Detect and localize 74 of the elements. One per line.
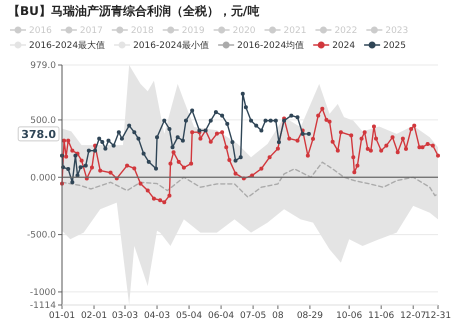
point [296,115,300,120]
point [220,114,224,118]
point [132,130,136,134]
y-tick-label: 500.0 [30,116,56,126]
point [225,122,230,126]
x-tick-label: 05-04 [176,311,202,321]
point [162,118,166,123]
point [136,136,140,141]
legend-label: 2024 [332,41,356,51]
point [112,144,116,148]
point [127,124,132,128]
x-tick-label: 11-06 [368,311,395,321]
x-tick-label: 02-01 [80,311,108,321]
x-tick-label: 08-29 [296,311,324,321]
point [214,110,218,114]
point [289,114,294,118]
annotation: 378.0 [21,128,56,141]
point [234,158,238,163]
point [268,118,273,123]
point [180,138,185,143]
point [100,140,104,144]
point [93,148,98,153]
point [249,118,254,123]
point [116,130,121,134]
point [276,140,281,144]
point [106,138,110,143]
y-tick-label: -1000 [30,288,56,298]
point [238,155,243,160]
point [97,136,102,141]
point [73,154,78,158]
point [274,118,278,123]
point [78,165,83,170]
y-tick-label: -1114 [30,301,56,311]
x-tick-label: 08 [272,311,284,321]
x-tick-label: 03-03 [112,311,138,321]
point [230,140,234,144]
title: 【BU】马瑞油产沥青综合利润（全税），元/吨 [8,4,260,18]
point [66,167,70,172]
point [263,118,268,123]
point [167,126,172,131]
point [306,132,311,136]
legend-label: 2016-2024均值 [237,40,304,51]
legend-label: 2025 [383,41,406,51]
point [146,160,151,164]
point [208,118,213,123]
point [155,135,160,140]
point [170,145,175,150]
x-tick-label: 10-06 [336,311,363,321]
x-tick-label: 12-31 [424,311,451,321]
x-tick-label: 12-07 [400,311,426,321]
x-tick-label: 04-03 [144,311,170,321]
point [244,105,248,110]
point [142,152,146,156]
legend-label: 2016-2024最大值 [29,40,106,51]
point [184,118,188,123]
point [190,108,194,113]
point [84,164,88,168]
point [120,136,124,141]
y-tick-label: -500.0 [26,230,56,241]
point [259,128,264,132]
point [254,124,258,128]
y-tick-label: 0.000 [30,173,56,184]
y-tick-label: 979.0 [30,61,56,71]
x-tick-label: 07-05 [240,311,266,321]
point [240,92,245,96]
legend-label: 2016-2024最小值 [133,40,210,51]
point [154,166,158,171]
point [103,146,108,151]
point [70,180,74,184]
x-tick-label: 01-01 [48,311,76,321]
x-tick-label: 06-04 [208,311,234,321]
point [86,148,91,153]
point [300,132,305,136]
point [176,135,180,140]
